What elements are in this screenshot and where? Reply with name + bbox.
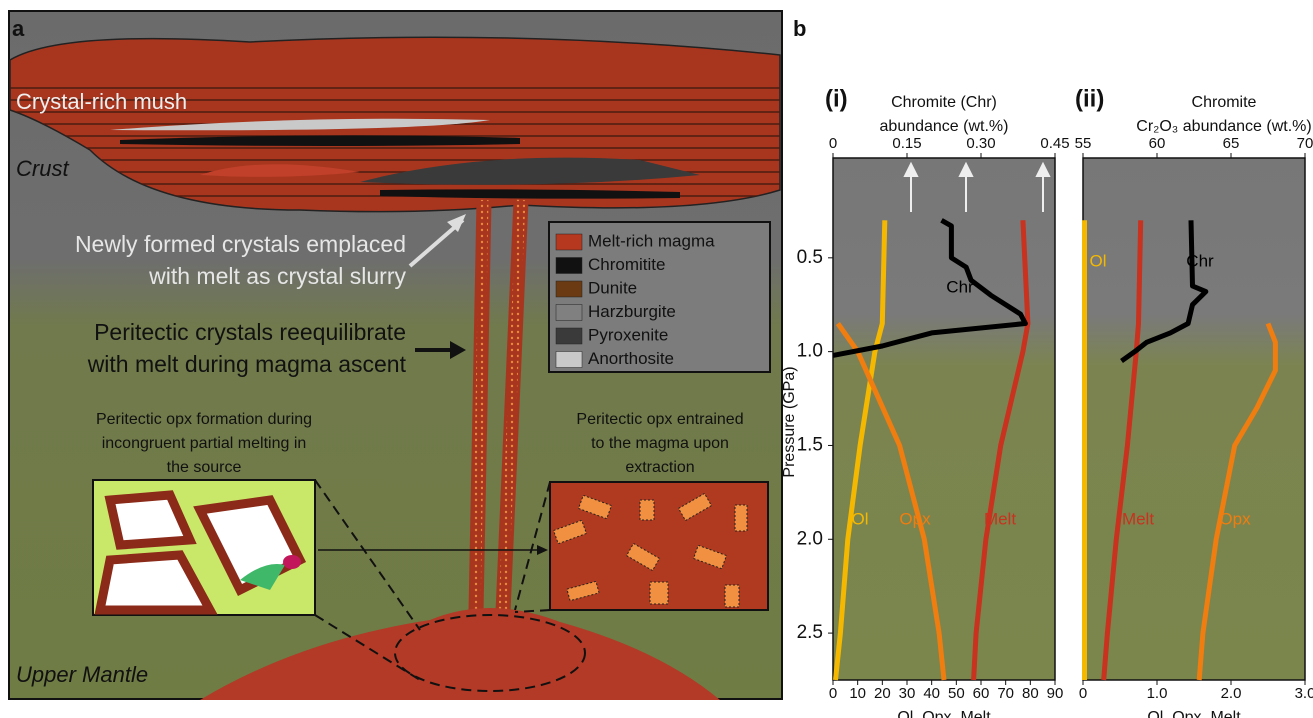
legend-swatch — [556, 305, 582, 321]
label: Upper Mantle — [16, 662, 148, 687]
y-tick-label: 2.0 — [797, 528, 823, 549]
y-tick-label: 0.5 — [797, 247, 823, 268]
x-tick-label: 50 — [948, 685, 965, 702]
x-axis-label: Ol, Opx, Melt — [897, 709, 991, 718]
x-tick-label: 60 — [973, 685, 990, 702]
x2-axis-label: Chromite — [1192, 94, 1257, 111]
x2-axis-label: abundance (wt.%) — [880, 118, 1009, 135]
legend-label: Harzburgite — [588, 302, 676, 321]
series-label: Opx — [1219, 509, 1251, 528]
x-tick-label: 10 — [849, 685, 866, 702]
x2-tick-label: 0.30 — [966, 135, 995, 152]
x-tick-label: 2.0 — [1221, 685, 1242, 702]
legend-label: Chromitite — [588, 255, 665, 274]
panel-label: (ii) — [1075, 85, 1104, 112]
caption: to the magma upon — [591, 435, 729, 452]
legend-swatch — [556, 352, 582, 368]
x-tick-label: 0 — [829, 685, 837, 702]
x-tick-label: 0 — [1079, 685, 1087, 702]
series-label: Melt — [1122, 509, 1154, 528]
panel-a: a Crystal-rich mush Crust Upper Mantle N… — [9, 11, 782, 700]
x2-tick-label: 55 — [1075, 135, 1092, 152]
y-tick-label: 2.5 — [797, 622, 823, 643]
x2-tick-label: 70 — [1297, 135, 1313, 152]
x2-tick-label: 0.15 — [892, 135, 921, 152]
series-label: Opx — [899, 509, 931, 528]
x2-axis-label: Chromite (Chr) — [891, 94, 997, 111]
label: with melt as crystal slurry — [148, 263, 406, 289]
y-axis-label: Pressure (GPa) — [781, 366, 798, 477]
y-tick-label: 1.5 — [797, 434, 823, 455]
caption: extraction — [625, 459, 694, 476]
x-tick-label: 90 — [1047, 685, 1064, 702]
x-tick-label: 70 — [997, 685, 1014, 702]
series-label: Chr — [946, 277, 974, 296]
panel-label: b — [793, 16, 806, 41]
label: Newly formed crystals emplaced — [75, 231, 406, 257]
x2-tick-label: 65 — [1223, 135, 1240, 152]
legend-swatch — [556, 234, 582, 250]
panel-label: (i) — [825, 85, 848, 112]
figure: a Crystal-rich mush Crust Upper Mantle N… — [0, 0, 1313, 718]
label: Peritectic crystals reequilibrate — [94, 319, 406, 345]
series-label: Chr — [1186, 251, 1214, 270]
label: Crystal-rich mush — [16, 89, 187, 114]
legend-label: Dunite — [588, 278, 637, 297]
x2-axis-label: Cr₂O₃ abundance (wt.%) — [1136, 118, 1311, 135]
series-label: Ol — [1090, 251, 1107, 270]
x-tick-label: 1.0 — [1147, 685, 1168, 702]
caption: incongruent partial melting in — [102, 435, 307, 452]
panel-b: (i) 0 10 20 30 40 50 60 70 80 90 0 0.15 0.30 0.45 0.5 1.… — [781, 85, 1313, 718]
x-axis-label: Ol, Opx, Melt — [1147, 709, 1241, 718]
x2-tick-label: 60 — [1149, 135, 1166, 152]
x-tick-label: 40 — [923, 685, 940, 702]
x2-tick-label: 0.45 — [1040, 135, 1069, 152]
caption: Peritectic opx formation during — [96, 411, 312, 428]
label: Crust — [16, 156, 69, 181]
legend-swatch — [556, 258, 582, 274]
panel-label: a — [12, 16, 25, 41]
x-tick-label: 80 — [1022, 685, 1039, 702]
legend-label: Pyroxenite — [588, 325, 668, 344]
label: with melt during magma ascent — [87, 351, 407, 377]
caption: the source — [167, 459, 242, 476]
series-label: Ol — [852, 509, 869, 528]
series-label: Melt — [984, 509, 1016, 528]
y-tick-label: 1.0 — [797, 341, 823, 362]
inset-left — [93, 480, 315, 615]
caption: Peritectic opx entrained — [576, 411, 743, 428]
x-tick-label: 20 — [874, 685, 891, 702]
plot-area — [1083, 158, 1305, 680]
inset-right — [550, 482, 768, 610]
x-tick-label: 30 — [899, 685, 916, 702]
legend-label: Melt-rich magma — [588, 231, 715, 250]
legend-swatch — [556, 328, 582, 344]
x2-tick-label: 0 — [829, 135, 837, 152]
legend-swatch — [556, 281, 582, 297]
legend-label: Anorthosite — [588, 349, 674, 368]
x-tick-label: 3.0 — [1295, 685, 1313, 702]
